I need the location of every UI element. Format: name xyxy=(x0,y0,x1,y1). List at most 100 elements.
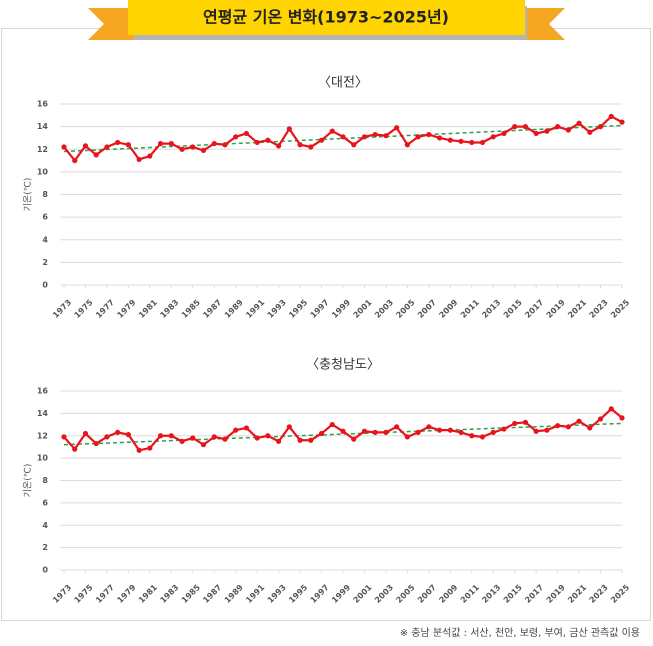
data-point xyxy=(597,416,604,422)
data-point xyxy=(168,140,174,147)
data-point xyxy=(115,139,121,146)
data-point xyxy=(72,446,78,452)
y-tick-label: 14 xyxy=(37,409,49,418)
y-tick-label: 2 xyxy=(42,258,48,267)
data-point xyxy=(361,428,368,434)
data-point xyxy=(200,147,207,153)
data-point xyxy=(308,144,314,150)
data-point xyxy=(576,418,582,424)
data-point xyxy=(61,144,67,150)
y-tick-label: 16 xyxy=(37,387,49,396)
data-point xyxy=(243,130,250,137)
data-point xyxy=(619,415,625,421)
data-point xyxy=(587,129,593,135)
data-point xyxy=(415,429,421,435)
y-tick-label: 4 xyxy=(42,521,48,530)
data-point xyxy=(147,153,153,159)
y-tick-label: 12 xyxy=(37,431,48,440)
data-point xyxy=(297,142,303,148)
data-point xyxy=(383,133,389,139)
data-point xyxy=(415,134,421,140)
data-point xyxy=(394,125,400,131)
data-point xyxy=(522,419,529,425)
data-point xyxy=(340,428,346,434)
data-point xyxy=(383,429,389,435)
data-point xyxy=(361,134,368,140)
data-point xyxy=(136,447,142,453)
data-point xyxy=(351,142,357,148)
data-point xyxy=(436,135,443,141)
data-point xyxy=(479,139,486,146)
data-point xyxy=(565,424,571,430)
data-point xyxy=(447,137,453,143)
data-point xyxy=(222,142,228,148)
data-point xyxy=(479,434,486,440)
data-point xyxy=(426,131,432,138)
data-point xyxy=(286,424,292,430)
data-point xyxy=(501,426,507,432)
data-point xyxy=(93,440,99,447)
data-point xyxy=(286,126,292,132)
y-tick-label: 8 xyxy=(42,476,48,485)
data-point xyxy=(297,437,303,443)
data-point xyxy=(597,124,604,130)
data-point xyxy=(544,128,550,134)
footnote: ※ 충남 분석값 : 서산, 천안, 보령, 부여, 금산 관측값 이용 xyxy=(400,627,640,639)
data-point xyxy=(82,143,89,149)
y-tick-label: 6 xyxy=(42,498,48,507)
data-point xyxy=(104,144,110,150)
data-point xyxy=(61,434,67,440)
data-point xyxy=(276,438,282,444)
data-point xyxy=(490,429,496,435)
y-axis-label: 기온(℃) xyxy=(23,178,34,212)
y-tick-label: 8 xyxy=(42,190,48,199)
data-point xyxy=(254,435,260,441)
data-point xyxy=(436,427,443,433)
data-point xyxy=(404,142,410,148)
y-tick-label: 14 xyxy=(37,122,49,131)
data-point xyxy=(318,430,325,437)
data-point xyxy=(136,156,142,163)
y-tick-label: 0 xyxy=(42,281,48,290)
data-point xyxy=(254,139,260,146)
data-point xyxy=(157,433,164,439)
data-point xyxy=(243,425,250,431)
data-point xyxy=(211,434,217,440)
data-point xyxy=(501,130,507,137)
y-tick-label: 10 xyxy=(37,454,49,463)
page-title: 연평균 기온 변화(1973~2025년) xyxy=(203,8,449,27)
data-point xyxy=(555,423,561,429)
data-point xyxy=(82,430,89,437)
y-tick-label: 0 xyxy=(42,566,48,575)
data-point xyxy=(404,434,410,440)
data-point xyxy=(608,406,614,412)
data-point xyxy=(179,146,185,152)
data-point xyxy=(222,436,228,442)
data-point xyxy=(426,424,432,430)
data-point xyxy=(329,421,335,428)
y-tick-label: 10 xyxy=(37,167,49,176)
data-point xyxy=(394,424,400,430)
data-point xyxy=(265,137,271,143)
data-point xyxy=(469,139,475,146)
data-point xyxy=(211,140,217,147)
data-point xyxy=(608,113,614,120)
chart-title: 〈대전〉 xyxy=(318,76,368,91)
data-point xyxy=(308,437,314,443)
y-tick-label: 4 xyxy=(42,235,48,244)
data-point xyxy=(329,128,335,134)
data-point xyxy=(125,142,131,148)
data-point xyxy=(458,429,464,435)
data-point xyxy=(157,140,164,147)
data-point xyxy=(619,119,625,125)
data-point xyxy=(555,124,561,130)
data-point xyxy=(190,144,196,150)
y-axis-label: 기온(℃) xyxy=(23,464,34,498)
data-point xyxy=(512,124,518,130)
data-point xyxy=(544,427,550,433)
data-point xyxy=(340,134,346,140)
data-point xyxy=(190,435,196,441)
data-point xyxy=(458,138,464,144)
data-point xyxy=(72,157,78,164)
